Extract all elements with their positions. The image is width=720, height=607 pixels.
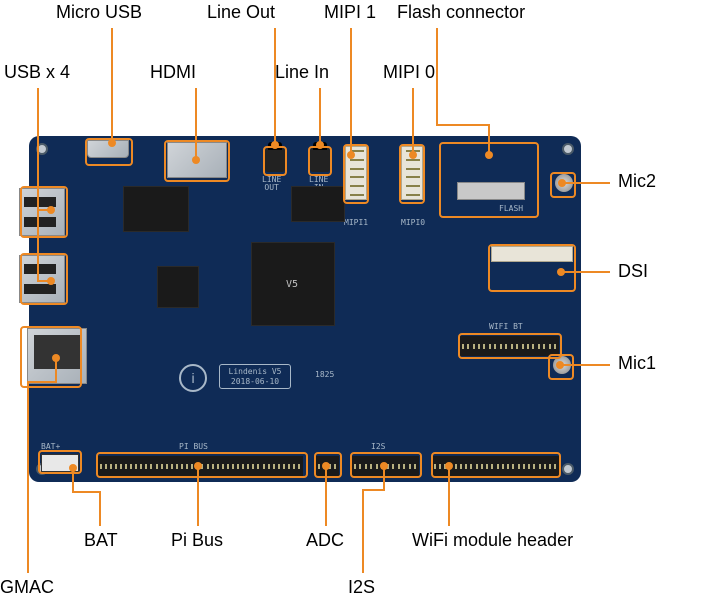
pcb-board: LINEOUT LINEIN MIPI1 MIPI0 FLASH: [29, 136, 581, 482]
silk-wifi-bt: WIFI BT: [489, 322, 523, 331]
label-adc: ADC: [306, 530, 344, 551]
soc-chip: V5: [251, 242, 335, 326]
board-date-text: 2018-06-10: [231, 377, 279, 386]
label-pi_bus: Pi Bus: [171, 530, 223, 551]
silk-pi-bus: PI BUS: [179, 442, 208, 451]
silk-i2s: I2S: [371, 442, 385, 451]
micro-usb-port: [87, 140, 129, 158]
mounting-hole: [36, 143, 48, 155]
mounting-hole: [562, 463, 574, 475]
label-flash: Flash connector: [397, 2, 525, 23]
silk-bat: BAT+: [41, 442, 60, 451]
silk-mipi0: MIPI0: [401, 218, 425, 227]
label-gmac: GMAC: [0, 577, 54, 598]
ram-chip: [123, 186, 189, 232]
silk-line-out: LINEOUT: [262, 176, 281, 192]
pi-bus-header: [97, 456, 303, 476]
label-mic2: Mic2: [618, 171, 656, 192]
hdmi-port: [167, 142, 227, 178]
label-usb_x4: USB x 4: [4, 62, 70, 83]
label-mipi1: MIPI 1: [324, 2, 376, 23]
label-dsi: DSI: [618, 261, 648, 282]
pmic-chip: [157, 266, 199, 308]
silk-mipi1: MIPI1: [344, 218, 368, 227]
silk-flash: FLASH: [499, 204, 523, 213]
label-hdmi: HDMI: [150, 62, 196, 83]
label-i2s: I2S: [348, 577, 375, 598]
label-micro_usb: Micro USB: [56, 2, 142, 23]
label-bat: BAT: [84, 530, 118, 551]
bat-connector: [41, 454, 79, 472]
label-mic1: Mic1: [618, 353, 656, 374]
label-mipi0: MIPI 0: [383, 62, 435, 83]
line-out-jack: [265, 148, 285, 172]
label-wifi: WiFi module header: [412, 530, 573, 551]
flash-connector: [457, 182, 525, 200]
mipi0-connector: [401, 146, 423, 200]
board-name-silk: Lindenis V5 2018-06-10: [219, 364, 291, 389]
i2s-header: [351, 456, 419, 476]
usb-port-lower: [19, 255, 65, 303]
board-name-text: Lindenis V5: [229, 367, 282, 376]
mounting-hole: [562, 143, 574, 155]
ethernet-port: [27, 328, 87, 384]
wifi-header-upper: [459, 336, 559, 356]
dsi-connector: [491, 246, 573, 262]
board-logo-icon: [179, 364, 207, 392]
usb-port-upper: [19, 188, 65, 236]
label-line_in: Line In: [275, 62, 329, 83]
adc-header: [315, 456, 339, 476]
line-in-jack: [310, 148, 330, 172]
storage-chip: [291, 186, 345, 222]
wifi-header-lower: [431, 456, 559, 476]
label-line_out: Line Out: [207, 2, 275, 23]
mic2: [555, 174, 573, 192]
mic1: [553, 356, 571, 374]
mipi1-connector: [345, 146, 367, 200]
batch-silk: 1825: [315, 370, 334, 379]
